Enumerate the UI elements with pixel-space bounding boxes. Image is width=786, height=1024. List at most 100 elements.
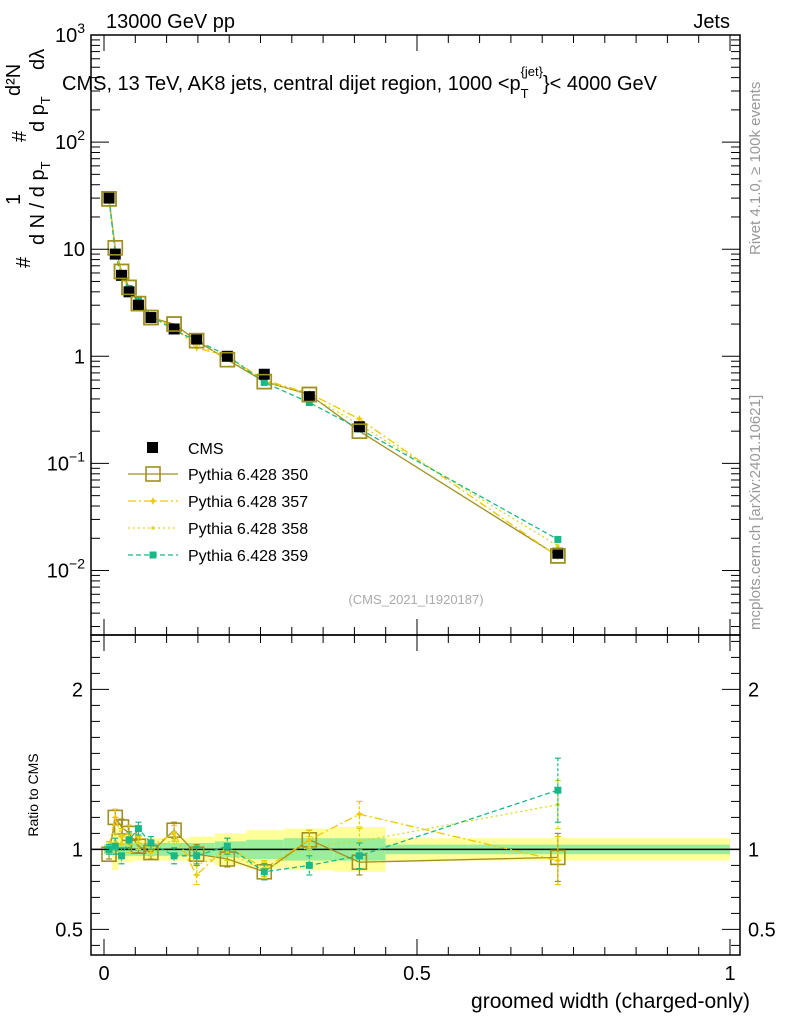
rtick-label-right-0: 0.5 bbox=[748, 919, 776, 941]
ylabel-d2n: d²N bbox=[3, 64, 25, 96]
main-point-s3-9 bbox=[260, 378, 268, 386]
main-point-top-s0-7 bbox=[188, 332, 205, 349]
ytick-label-0: 10−2 bbox=[47, 556, 85, 583]
cms-point-10 bbox=[303, 391, 315, 403]
main-point-top-s0-1 bbox=[107, 240, 124, 256]
header-right: Jets bbox=[693, 11, 730, 33]
ratio-point-s3-0 bbox=[105, 845, 113, 853]
legend-label-3: Pythia 6.428 359 bbox=[188, 548, 308, 565]
cms-point-7 bbox=[191, 333, 203, 345]
header-left: 13000 GeV pp bbox=[106, 11, 235, 33]
main-line-series-1 bbox=[108, 197, 559, 558]
cms-point-8 bbox=[221, 350, 233, 362]
rtick-label-left-2: 2 bbox=[72, 679, 83, 701]
main-line-series-2 bbox=[108, 197, 559, 547]
main-point-top-s0-5 bbox=[143, 309, 159, 326]
main-point-s3-10 bbox=[305, 399, 313, 407]
x-axis-label: groomed width (charged-only) bbox=[471, 990, 750, 1013]
mcplots-text: mcplots.cern.ch [arXiv:2401.10621] bbox=[747, 395, 764, 630]
main-point-s1-11 bbox=[355, 414, 364, 423]
axes-ticks: 10−2 10−1 1 10 102 103 0 0.5 1 0.5 0.5 1 1 2 2 bbox=[47, 20, 776, 985]
cms-point-0 bbox=[103, 192, 115, 204]
ylabel-dn-main: d N / d p bbox=[27, 169, 49, 245]
legend-label-1: Pythia 6.428 357 bbox=[188, 494, 308, 511]
main-line-series-3 bbox=[108, 198, 559, 541]
ylabel-dpt-sub: T bbox=[38, 96, 53, 104]
rtick-label-right-2: 2 bbox=[748, 679, 759, 701]
ylabel-one: 1 bbox=[3, 194, 25, 205]
cms-point-2 bbox=[116, 269, 128, 281]
rivet-version-text: Rivet 4.1.0, ≥ 100k events bbox=[747, 82, 764, 255]
ytick-label-2: 1 bbox=[74, 346, 85, 368]
main-point-top-s0-11 bbox=[351, 423, 368, 439]
main-point-top-s0-2 bbox=[113, 263, 130, 280]
ratio-point-s3-10 bbox=[305, 861, 313, 869]
ratio-point-s3-3 bbox=[125, 836, 133, 844]
legend-marker-2 bbox=[151, 526, 155, 530]
cms-uncertainty-bands bbox=[91, 827, 740, 872]
ytick-label-4: 102 bbox=[55, 127, 85, 154]
main-panel-series bbox=[101, 191, 566, 564]
main-point-top-s0-0 bbox=[101, 191, 117, 207]
plot-title-main: CMS, 13 TeV, AK8 jets, central dijet reg… bbox=[62, 73, 521, 95]
ytick-label-5: 103 bbox=[55, 20, 85, 47]
ylabel-dpt-main: d p bbox=[27, 104, 49, 132]
ratio-point-s2-1 bbox=[113, 839, 118, 844]
ratio-panel-series bbox=[101, 757, 566, 886]
ratio-point-s1-12 bbox=[553, 856, 562, 865]
legend-marker-1 bbox=[149, 497, 157, 505]
plot-title-tail: }< 4000 GeV bbox=[543, 73, 658, 95]
rtick-label-left-0: 0.5 bbox=[55, 919, 83, 941]
ratio-point-s3-6 bbox=[170, 852, 178, 860]
main-point-top-s0-10 bbox=[301, 386, 318, 403]
ytick-label-1: 10−1 bbox=[47, 448, 85, 475]
ratio-point-s2-2 bbox=[119, 841, 124, 845]
cms-point-4 bbox=[132, 299, 144, 311]
main-point-top-s0-12 bbox=[550, 548, 566, 564]
y-axis-label: # 1 d N / d pT # d²N d pT dλ bbox=[3, 49, 53, 268]
ratio-point-s3-12 bbox=[554, 786, 562, 794]
ratio-point-s3-11 bbox=[355, 852, 363, 860]
ratio-point-s2-11 bbox=[357, 839, 362, 844]
main-point-top-s0-9 bbox=[256, 373, 273, 390]
xtick-label-2: 1 bbox=[724, 963, 735, 985]
ratio-point-s3-9 bbox=[260, 868, 268, 876]
main-point-top-s0-4 bbox=[130, 295, 147, 312]
cms-point-12 bbox=[552, 547, 564, 559]
ratio-panel-frame bbox=[90, 634, 741, 956]
ratio-point-s3-5 bbox=[147, 839, 155, 847]
ratio-point-s3-4 bbox=[134, 825, 142, 833]
main-point-top-s0-3 bbox=[121, 279, 137, 296]
ratio-point-s1-10 bbox=[305, 835, 314, 844]
ylabel-dlambda: dλ bbox=[27, 49, 49, 70]
main-point-s3-12 bbox=[554, 535, 562, 543]
ratio-point-s3-1 bbox=[111, 842, 119, 850]
cms-point-6 bbox=[168, 323, 180, 335]
legend-label-0: Pythia 6.428 350 bbox=[188, 467, 308, 484]
ratio-point-s3-7 bbox=[193, 852, 201, 860]
ylabel-dpt: d pT bbox=[27, 96, 53, 132]
main-point-top-s0-8 bbox=[219, 351, 236, 368]
ratio-point-s1-11 bbox=[355, 810, 364, 819]
ylabel-hash-left: # bbox=[13, 256, 35, 268]
rtick-label-left-1: 1 bbox=[72, 839, 83, 861]
ratio-point-s2-6 bbox=[172, 838, 176, 842]
cms-point-3 bbox=[123, 286, 135, 298]
rtick-label-right-1: 1 bbox=[748, 839, 759, 861]
legend-series-entries: Pythia 6.428 350 Pythia 6.428 357 Pythia 6… bbox=[128, 466, 308, 565]
cms-point-11 bbox=[353, 421, 365, 433]
legend-cms-marker bbox=[147, 442, 158, 453]
ratio-point-s2-8 bbox=[225, 850, 230, 855]
ratio-point-s3-2 bbox=[118, 852, 126, 860]
ratio-y-axis-label: Ratio to CMS bbox=[25, 753, 41, 836]
ratio-point-s2-10 bbox=[307, 844, 312, 848]
main-point-top-s0-6 bbox=[166, 316, 182, 332]
ylabel-dn-sub: T bbox=[38, 161, 53, 169]
xtick-label-1: 0.5 bbox=[403, 963, 431, 985]
ratio-point-s2-4 bbox=[136, 841, 141, 845]
analysis-reference: (CMS_2021_I1920187) bbox=[348, 592, 483, 607]
ratio-point-s3-8 bbox=[223, 842, 231, 850]
xtick-label-0: 0 bbox=[98, 963, 109, 985]
legend-marker-0 bbox=[145, 466, 161, 482]
